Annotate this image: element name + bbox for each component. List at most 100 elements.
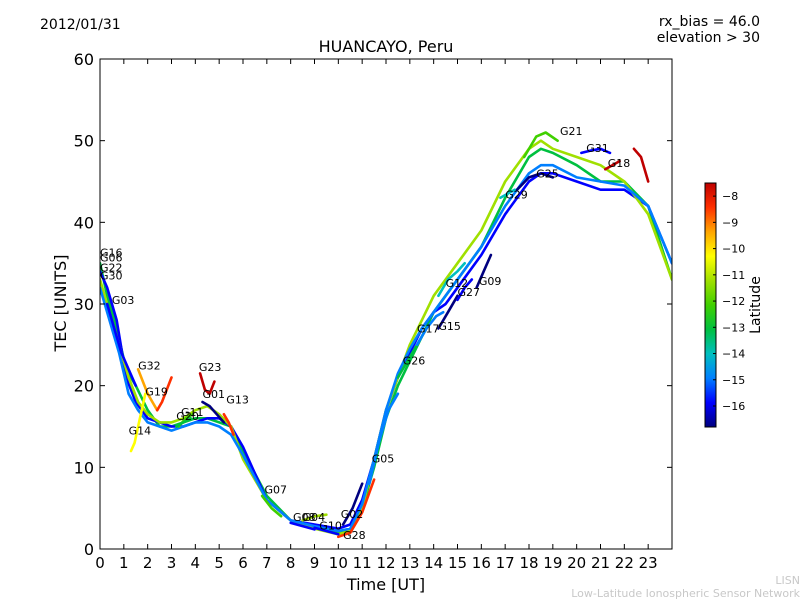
satellite-label: G03	[112, 294, 135, 307]
x-tick-label: 5	[214, 554, 224, 572]
y-tick-label: 0	[84, 540, 94, 559]
footer: LISN Low-Latitude Ionospheric Sensor Net…	[571, 574, 800, 600]
x-tick-label: 3	[167, 554, 177, 572]
x-tick-label: 2	[143, 554, 153, 572]
x-axis-label: Time [UT]	[346, 575, 425, 594]
series-g22	[100, 139, 672, 536]
satellite-label: G29	[505, 189, 528, 202]
x-tick-label: 9	[310, 554, 320, 572]
series-g06	[100, 172, 672, 530]
date-label: 2012/01/31	[40, 17, 121, 33]
series-g21	[522, 131, 559, 159]
x-tick-label: 21	[591, 554, 610, 572]
satellite-label: G26	[403, 354, 426, 367]
colorbar-tick-label: −15	[722, 374, 745, 387]
y-tick-label: 60	[74, 50, 94, 69]
series-g31	[580, 147, 612, 155]
series-g30	[100, 163, 672, 533]
x-tick-label: 4	[191, 554, 201, 572]
info-block: rx_bias = 46.0 elevation > 30	[657, 14, 760, 46]
x-tick-label: 16	[472, 554, 491, 572]
series-g17	[415, 310, 445, 347]
y-tick-label: 50	[74, 132, 94, 151]
x-tick-label: 10	[329, 554, 348, 572]
series-g02	[341, 482, 364, 526]
y-tick-label: 30	[74, 295, 94, 314]
satellite-label: G30	[100, 270, 123, 283]
x-tick-label: 23	[639, 554, 658, 572]
series-g18	[603, 159, 621, 171]
series-g32	[136, 367, 159, 412]
elevation-label: elevation > 30	[656, 30, 760, 46]
satellite-label: G23	[199, 361, 222, 374]
x-tick-label: 1	[119, 554, 129, 572]
colorbar-tick-label: −13	[722, 321, 745, 334]
series-g23	[198, 372, 216, 396]
satellite-label: G28	[343, 529, 366, 542]
satellite-label: G25	[536, 167, 559, 180]
series-g15	[437, 294, 459, 330]
satellite-label: G02	[341, 508, 364, 521]
satellite-label: G16	[100, 247, 123, 260]
series-g29	[499, 188, 517, 200]
series-red23	[632, 147, 650, 183]
satellite-label: G06	[100, 252, 123, 265]
series-g20	[175, 416, 192, 428]
series-g19	[155, 376, 173, 412]
y-tick-label: 40	[74, 213, 94, 232]
x-tick-label: 12	[376, 554, 395, 572]
x-tick-label: 11	[353, 554, 372, 572]
axes: 0 1 2 3 4 5 6 7 8 9 10 11 12 13 14 15 16 17 18 19 20 21 22 2301…	[74, 50, 673, 572]
colorbar-tick-label: −9	[722, 216, 738, 229]
colorbar-tick-label: −10	[722, 243, 745, 256]
colorbar: −8 −9 −10 −11 −12 −13 −14 −15 −16	[704, 182, 745, 428]
satellite-label: G13	[226, 394, 249, 407]
x-tick-label: 15	[448, 554, 467, 572]
series-g08	[289, 521, 316, 531]
satellite-label: G07	[265, 484, 288, 497]
colorbar-tick-label: −12	[722, 295, 745, 308]
satellite-label: G05	[372, 452, 395, 465]
x-tick-label: 0	[95, 554, 105, 572]
satellite-label: G08	[293, 511, 316, 524]
chart-title: HUANCAYO, Peru	[318, 37, 454, 56]
series-g05	[367, 392, 400, 486]
y-tick-label: 20	[74, 377, 94, 396]
satellite-label: G10	[319, 519, 342, 532]
satellite-label: G14	[129, 425, 152, 438]
y-tick-label: 10	[74, 458, 94, 477]
satellite-label: G04	[303, 511, 326, 524]
colorbar-tick-label: −8	[722, 190, 738, 203]
footer-org-short: LISN	[775, 574, 800, 587]
satellite-label: G01	[203, 388, 226, 401]
x-tick-label: 6	[238, 554, 248, 572]
satellite-label: G27	[458, 286, 481, 299]
rx-bias-label: rx_bias = 46.0	[658, 14, 760, 30]
satellite-label: G12	[446, 277, 469, 290]
series-g09	[475, 253, 493, 290]
series-g01	[201, 400, 226, 424]
x-tick-label: 20	[567, 554, 586, 572]
x-tick-label: 8	[286, 554, 296, 572]
colorbar-tick-label: −16	[722, 400, 745, 413]
series-g25	[515, 172, 555, 191]
series-g14	[129, 392, 147, 453]
x-tick-label: 14	[424, 554, 443, 572]
series-g27	[456, 278, 474, 302]
x-tick-label: 7	[262, 554, 272, 572]
satellite-label: G19	[145, 386, 168, 399]
series-g07	[260, 494, 283, 518]
colorbar-gradient	[704, 182, 717, 428]
series-g13	[222, 412, 235, 437]
y-axis-label: TEC [UNITS]	[51, 255, 70, 353]
colorbar-tick-label: −11	[722, 269, 745, 282]
satellite-label: G31	[586, 142, 609, 155]
series-g28	[336, 478, 376, 539]
series-g16	[100, 147, 672, 535]
colorbar-tick-label: −14	[722, 348, 745, 361]
x-tick-label: 19	[543, 554, 562, 572]
satellite-label: G15	[438, 320, 461, 333]
colorbar-label: Latitude	[748, 276, 764, 334]
